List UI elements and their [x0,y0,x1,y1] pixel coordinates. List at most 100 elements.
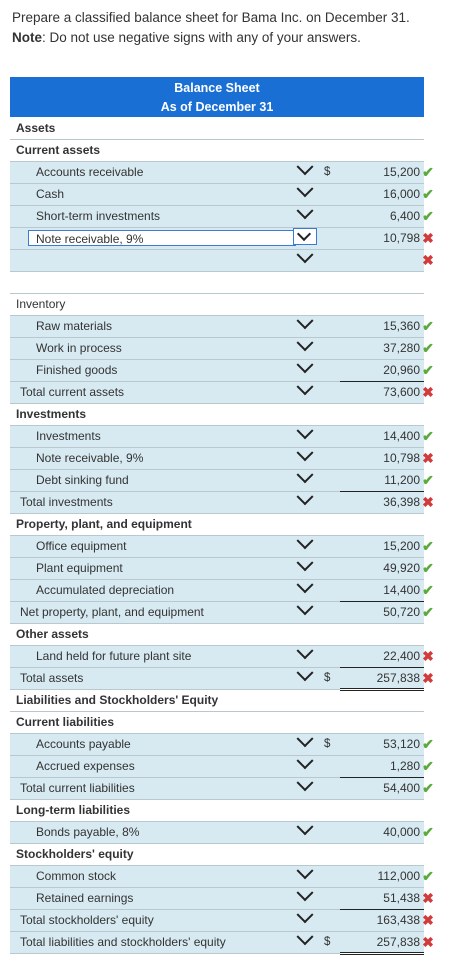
chevron-down-icon[interactable] [296,179,314,197]
amount-input[interactable]: 257,838 [340,667,424,691]
row-label-cell[interactable]: Total investments [10,491,288,514]
account-select[interactable] [288,245,322,272]
amount-input[interactable]: 6,400 [340,205,424,228]
row-label-cell[interactable]: Debt sinking fund [10,469,288,492]
chevron-down-icon[interactable] [296,575,314,593]
row-label-cell[interactable]: Common stock [10,865,288,888]
account-select[interactable] [288,861,322,888]
account-select[interactable] [288,333,322,360]
amount-input[interactable]: 50,720 [340,601,424,624]
account-select[interactable] [288,751,322,778]
chevron-down-icon[interactable] [296,311,314,329]
row-label-cell[interactable]: Total liabilities and stockholders' equi… [10,931,288,954]
chevron-down-icon[interactable] [293,226,317,245]
amount-input[interactable] [340,249,424,272]
account-select[interactable] [288,773,322,800]
row-label-cell[interactable] [10,249,288,272]
amount-input[interactable]: 14,400 [340,425,424,448]
account-select[interactable] [288,487,322,514]
row-label-cell[interactable]: Cash [10,183,288,206]
amount-input[interactable]: 1,280 [340,755,424,778]
amount-input[interactable]: 257,838 [340,931,424,955]
chevron-down-icon[interactable] [296,817,314,835]
chevron-down-icon[interactable] [296,773,314,791]
amount-input[interactable]: 53,120 [340,733,424,756]
row-label-cell[interactable]: Land held for future plant site [10,645,288,668]
account-select[interactable] [288,883,322,910]
chevron-down-icon[interactable] [296,597,314,615]
chevron-down-icon[interactable] [296,487,314,505]
row-label-cell[interactable]: Work in process [10,337,288,360]
chevron-down-icon[interactable] [296,553,314,571]
amount-input[interactable]: 112,000 [340,865,424,888]
row-label-input[interactable]: Note receivable, 9% [28,230,296,246]
chevron-down-icon[interactable] [296,883,314,901]
chevron-down-icon[interactable] [296,641,314,659]
account-select[interactable] [288,641,322,668]
chevron-down-icon[interactable] [296,531,314,549]
account-select[interactable] [288,927,322,954]
account-select[interactable] [288,421,322,448]
account-select[interactable] [288,465,322,492]
chevron-down-icon[interactable] [296,729,314,747]
amount-input[interactable]: 40,000 [340,821,424,844]
row-label-cell[interactable]: Total current liabilities [10,777,288,800]
row-label-cell[interactable]: Accounts receivable [10,161,288,184]
amount-input[interactable]: 15,200 [340,161,424,184]
account-select[interactable] [288,531,322,558]
account-select[interactable] [288,597,322,624]
row-label-cell[interactable]: Note receivable, 9% [10,447,288,470]
row-label-cell[interactable]: Short-term investments [10,205,288,228]
row-label-cell[interactable]: Accrued expenses [10,755,288,778]
amount-input[interactable]: 36,398 [340,491,424,514]
amount-input[interactable]: 15,200 [340,535,424,558]
row-label-cell[interactable]: Total assets [10,667,288,690]
account-select[interactable] [288,226,322,250]
amount-input[interactable]: 10,798 [340,227,424,250]
chevron-down-icon[interactable] [296,927,314,945]
amount-input[interactable]: 54,400 [340,777,424,800]
chevron-down-icon[interactable] [296,245,314,263]
amount-input[interactable]: 15,360 [340,315,424,338]
chevron-down-icon[interactable] [296,905,314,923]
account-select[interactable] [288,311,322,338]
row-label-cell[interactable]: Raw materials [10,315,288,338]
account-select[interactable] [288,377,322,404]
chevron-down-icon[interactable] [296,377,314,395]
row-label-cell[interactable]: Bonds payable, 8% [10,821,288,844]
row-label-cell[interactable]: Total stockholders' equity [10,909,288,932]
amount-input[interactable]: 22,400 [340,645,424,668]
account-select[interactable] [288,905,322,932]
amount-input[interactable]: 16,000 [340,183,424,206]
amount-input[interactable]: 73,600 [340,381,424,404]
chevron-down-icon[interactable] [296,157,314,175]
amount-input[interactable]: 14,400 [340,579,424,602]
row-label-cell[interactable]: Finished goods [10,359,288,382]
chevron-down-icon[interactable] [296,861,314,879]
amount-input[interactable]: 37,280 [340,337,424,360]
account-select[interactable] [288,553,322,580]
chevron-down-icon[interactable] [296,443,314,461]
account-select[interactable] [288,157,322,184]
row-label-cell[interactable]: Note receivable, 9% [10,227,296,250]
amount-input[interactable]: 10,798 [340,447,424,470]
account-select[interactable] [288,355,322,382]
row-label-cell[interactable]: Office equipment [10,535,288,558]
row-label-cell[interactable]: Accumulated depreciation [10,579,288,602]
amount-input[interactable]: 20,960 [340,359,424,382]
account-select[interactable] [288,443,322,470]
chevron-down-icon[interactable] [296,333,314,351]
account-select[interactable] [288,729,322,756]
row-label-cell[interactable]: Total current assets [10,381,288,404]
amount-input[interactable]: 163,438 [340,909,424,932]
account-select[interactable] [288,575,322,602]
account-select[interactable] [288,179,322,206]
amount-input[interactable]: 49,920 [340,557,424,580]
chevron-down-icon[interactable] [296,751,314,769]
chevron-down-icon[interactable] [296,201,314,219]
amount-input[interactable]: 51,438 [340,887,424,910]
chevron-down-icon[interactable] [296,465,314,483]
chevron-down-icon[interactable] [296,355,314,373]
chevron-down-icon[interactable] [296,421,314,439]
amount-input[interactable]: 11,200 [340,469,424,492]
